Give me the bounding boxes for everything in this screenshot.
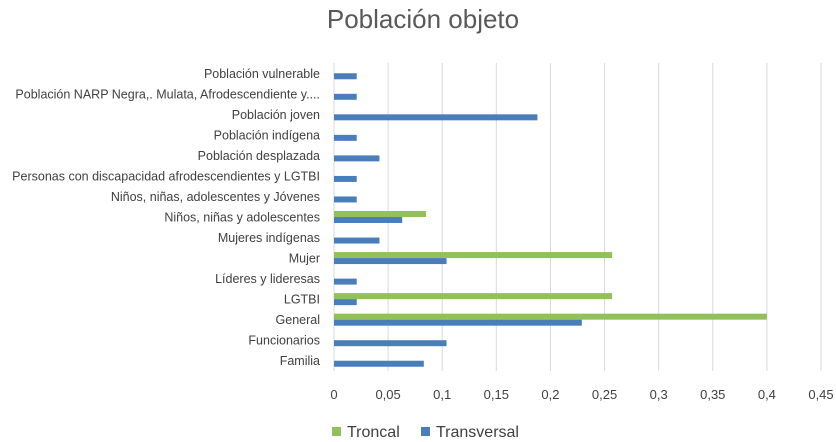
category-label: Población desplazada [198, 149, 320, 163]
bar-transversal-poblacion-vulnerable [334, 73, 357, 80]
category-label: Funcionarios [248, 334, 320, 348]
x-tick-label: 0,2 [541, 387, 559, 402]
x-tick-label: 0,35 [700, 387, 725, 402]
bar-transversal-lgtbi [334, 299, 357, 306]
category-label: Población indígena [214, 128, 320, 142]
category-label: Líderes y lideresas [215, 272, 320, 286]
category-label: Familia [280, 354, 320, 368]
bar-transversal-funcionarios [334, 340, 447, 347]
bar-transversal-mujer [334, 258, 447, 265]
bar-transversal-poblacion-joven [334, 114, 538, 121]
category-labels: Población vulnerable Población NARP Negra… [12, 67, 320, 368]
bar-troncal-lgtbi [334, 293, 613, 300]
bar-transversal-ninos-ninas-adolescentes-y-jovenes [334, 196, 357, 203]
legend: Troncal Transversal [332, 424, 519, 441]
x-tick-label: 0,3 [650, 387, 668, 402]
bar-troncal-general [334, 313, 767, 320]
bar-transversal-poblacion-desplazada [334, 155, 380, 162]
x-tick-label: 0,45 [808, 387, 833, 402]
bar-troncal-mujer [334, 252, 613, 259]
bar-transversal-personas-con-discapacidad-afrodescendientes-y-lgtbi [334, 175, 357, 182]
x-tick-label: 0,15 [484, 387, 509, 402]
category-label: Población vulnerable [204, 67, 320, 81]
x-tick-label: 0,25 [592, 387, 617, 402]
legend-swatch-transversal [421, 427, 430, 436]
x-tick-label: 0,05 [375, 387, 400, 402]
bar-troncal-ninos-ninas-y-adolescentes [334, 211, 426, 217]
category-label: LGTBI [284, 293, 320, 307]
legend-swatch-troncal [332, 427, 341, 436]
bar-transversal-mujeres-indigenas [334, 237, 380, 244]
bar-transversal-ninos-ninas-y-adolescentes [334, 217, 403, 223]
x-tick-label: 0 [330, 387, 337, 402]
category-label: Mujer [289, 252, 320, 266]
category-label: Niños, niñas, adolescentes y Jóvenes [111, 190, 320, 204]
category-label: Niños, niñas y adolescentes [164, 211, 320, 225]
category-label: Población NARP Negra,. Mulata, Afrodesce… [15, 87, 320, 101]
x-tick-label: 0,1 [433, 387, 451, 402]
category-label: General [276, 313, 320, 327]
bar-transversal-lideres-y-lideresas [334, 278, 357, 285]
category-label: Población joven [232, 108, 320, 122]
x-tick-labels: 0 0,05 0,1 0,15 0,2 0,25 0,3 0,35 0,4 0,45 [330, 387, 833, 402]
bars [334, 73, 767, 367]
chart-title: Población objeto [327, 4, 519, 34]
category-label: Mujeres indígenas [218, 231, 320, 245]
x-tick-label: 0,4 [758, 387, 776, 402]
bar-transversal-familia [334, 360, 424, 367]
bar-transversal-general [334, 319, 582, 326]
bar-transversal-poblacion-narp-negra-mulata-afrodescendiente-y [334, 93, 357, 100]
category-label: Personas con discapacidad afrodescendien… [12, 169, 320, 183]
legend-label-transversal: Transversal [436, 424, 519, 441]
legend-label-troncal: Troncal [347, 424, 400, 441]
bar-transversal-poblacion-indigena [334, 134, 357, 141]
